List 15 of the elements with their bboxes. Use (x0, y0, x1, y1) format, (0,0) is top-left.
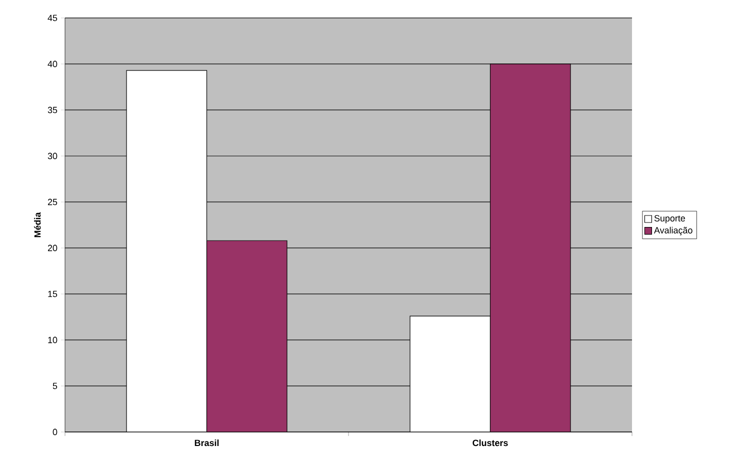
legend-label: Suporte (654, 215, 686, 224)
y-axis-title: Média (34, 212, 41, 238)
y-tick-label: 5 (52, 382, 58, 390)
x-tick-label: Clusters (472, 440, 508, 446)
y-tick-label: 20 (48, 244, 58, 252)
y-tick-label: 25 (48, 198, 58, 206)
legend-label: Avaliação (654, 226, 692, 236)
y-tick-label: 45 (48, 14, 58, 22)
y-tick-label: 30 (48, 152, 58, 160)
y-tick-label: 0 (52, 428, 58, 436)
y-tick-label: 35 (48, 106, 58, 114)
y-tick-label: 10 (48, 336, 58, 344)
x-tick-label: Brasil (194, 440, 219, 446)
y-tick-label: 15 (48, 290, 58, 298)
y-tick-label: 40 (48, 60, 58, 68)
